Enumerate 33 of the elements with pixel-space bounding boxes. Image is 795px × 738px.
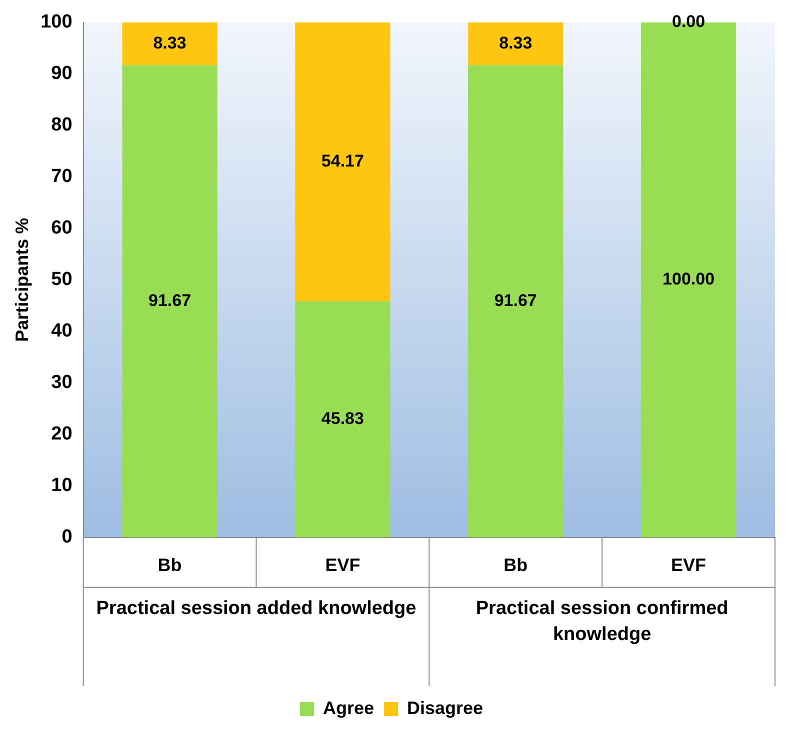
x-tick-label: EVF [671, 555, 706, 576]
y-tick-label: 90 [51, 63, 72, 84]
x-tick-label: EVF [325, 555, 360, 576]
text: Practical session added knowledge [96, 598, 416, 620]
data-label: 45.83 [321, 409, 364, 428]
y-tick-label: 10 [51, 475, 72, 496]
data-label: 91.67 [494, 291, 537, 310]
bar [468, 65, 564, 538]
y-axis-title: Participants % [12, 218, 32, 342]
bar [122, 65, 218, 538]
y-tick-label: 30 [51, 372, 72, 394]
x-tick-label: Bb [504, 555, 528, 576]
data-label: 8.33 [153, 34, 186, 53]
bar [295, 301, 390, 538]
data-label: 8.33 [499, 34, 532, 53]
y-tick-label: 60 [51, 218, 72, 239]
legend-label: Disagree [406, 698, 484, 718]
bar [122, 22, 218, 66]
y-tick-label: 0 [62, 526, 72, 548]
y-tick-label: 100 [40, 12, 72, 33]
bar [295, 22, 390, 302]
y-tick-label: 50 [51, 269, 72, 290]
bar [468, 22, 564, 66]
data-label: 54.17 [321, 152, 364, 171]
y-tick-label: 70 [51, 166, 72, 188]
data-label: 91.67 [148, 291, 192, 310]
y-tick-label: 80 [51, 114, 72, 136]
x-tick-label: Bb [158, 555, 182, 576]
data-label: 100.00 [662, 270, 715, 289]
y-tick-label: 20 [51, 424, 72, 445]
text: Practical session confirmed knowledge [476, 598, 728, 646]
y-tick-label: 40 [51, 320, 72, 342]
legend-label: Agree [322, 698, 374, 718]
